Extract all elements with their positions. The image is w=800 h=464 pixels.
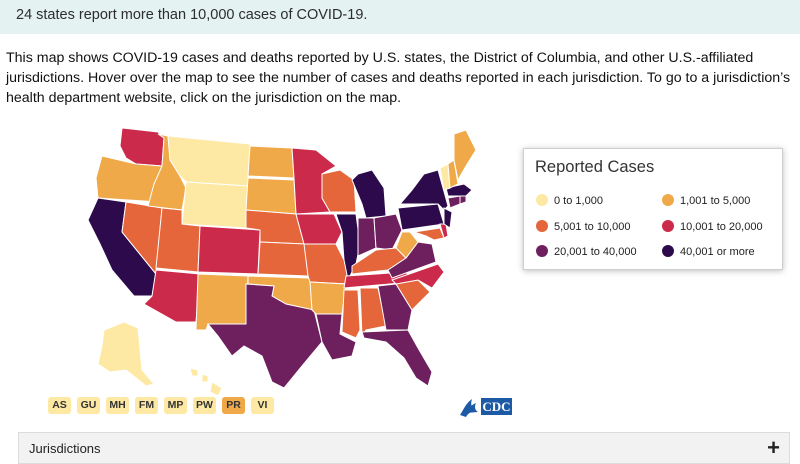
legend-item-5: 40,001 or more bbox=[662, 245, 755, 259]
legend-swatch-4 bbox=[536, 245, 548, 257]
summary-banner: 24 states report more than 10,000 cases … bbox=[0, 0, 800, 34]
legend-swatch-0 bbox=[536, 194, 548, 206]
state-ct[interactable] bbox=[447, 195, 461, 209]
legend-label-0: 0 to 1,000 bbox=[554, 195, 603, 207]
state-tx[interactable] bbox=[206, 283, 323, 389]
territory-gu[interactable]: GU bbox=[77, 397, 100, 414]
state-wi[interactable] bbox=[321, 169, 357, 213]
territory-vi[interactable]: VI bbox=[251, 397, 274, 414]
legend-swatch-1 bbox=[662, 194, 674, 206]
legend-label-4: 20,001 to 40,000 bbox=[554, 246, 637, 258]
legend-item-0: 0 to 1,000 bbox=[536, 194, 603, 208]
state-in[interactable] bbox=[357, 217, 377, 257]
territory-mh[interactable]: MH bbox=[106, 397, 129, 414]
legend-label-2: 5,001 to 10,000 bbox=[554, 221, 631, 233]
state-wa[interactable] bbox=[119, 127, 165, 167]
state-hi-3[interactable] bbox=[209, 381, 223, 397]
state-ks[interactable] bbox=[257, 241, 309, 277]
state-me[interactable] bbox=[453, 129, 477, 182]
state-co[interactable] bbox=[197, 225, 261, 275]
state-fl[interactable] bbox=[361, 329, 433, 387]
legend-item-4: 20,001 to 40,000 bbox=[536, 245, 637, 259]
territory-fm[interactable]: FM bbox=[135, 397, 158, 414]
territory-buttons: AS GU MH FM MP PW PR VI bbox=[48, 395, 280, 414]
state-nd[interactable] bbox=[247, 145, 295, 179]
us-cases-map[interactable] bbox=[40, 120, 510, 420]
legend-item-2: 5,001 to 10,000 bbox=[536, 220, 630, 234]
territory-mp[interactable]: MP bbox=[164, 397, 187, 414]
expand-plus-icon[interactable]: + bbox=[767, 435, 780, 460]
hhs-eagle-icon: CDC bbox=[460, 398, 512, 417]
state-ak[interactable] bbox=[97, 321, 155, 387]
hhs-cdc-logo: CDC bbox=[456, 393, 514, 419]
state-hi[interactable] bbox=[189, 367, 199, 377]
state-nc[interactable] bbox=[391, 263, 445, 289]
legend-swatch-2 bbox=[536, 220, 548, 232]
legend-item-3: 10,001 to 20,000 bbox=[662, 220, 763, 234]
legend-item-1: 1,001 to 5,000 bbox=[662, 194, 750, 208]
legend-label-3: 10,001 to 20,000 bbox=[680, 221, 763, 233]
state-hi-2[interactable] bbox=[201, 373, 209, 383]
state-ar[interactable] bbox=[309, 281, 347, 315]
state-wy[interactable] bbox=[181, 181, 249, 229]
cdc-logo-text: CDC bbox=[482, 399, 510, 414]
jurisdictions-accordion[interactable]: Jurisdictions + bbox=[18, 432, 790, 464]
state-ga[interactable] bbox=[377, 283, 413, 331]
summary-banner-text: 24 states report more than 10,000 cases … bbox=[16, 7, 368, 23]
state-md[interactable] bbox=[413, 227, 445, 241]
state-oh[interactable] bbox=[373, 213, 403, 251]
territory-as[interactable]: AS bbox=[48, 397, 71, 414]
state-ms[interactable] bbox=[341, 289, 361, 339]
legend-label-1: 1,001 to 5,000 bbox=[680, 195, 751, 207]
state-nh[interactable] bbox=[447, 159, 459, 189]
legend-label-5: 40,001 or more bbox=[680, 246, 755, 258]
state-nj[interactable] bbox=[443, 207, 453, 229]
state-ia[interactable] bbox=[295, 213, 343, 245]
state-al[interactable] bbox=[359, 287, 387, 338]
accordion-label: Jurisdictions bbox=[29, 441, 101, 456]
legend-swatch-5 bbox=[662, 245, 674, 257]
legend-swatch-3 bbox=[662, 220, 674, 232]
map-legend: Reported Cases 0 to 1,000 1,001 to 5,000… bbox=[523, 148, 783, 270]
map-description: This map shows COVID-19 cases and deaths… bbox=[6, 50, 791, 106]
state-sd[interactable] bbox=[245, 177, 297, 215]
state-ny[interactable] bbox=[398, 169, 449, 211]
territory-pr[interactable]: PR bbox=[222, 397, 245, 414]
state-pa[interactable] bbox=[397, 203, 445, 231]
state-wv[interactable] bbox=[395, 231, 419, 259]
state-ri[interactable] bbox=[459, 195, 467, 205]
us-map-svg[interactable] bbox=[40, 120, 510, 420]
territory-pw[interactable]: PW bbox=[193, 397, 216, 414]
state-mi[interactable] bbox=[351, 169, 387, 219]
state-la[interactable] bbox=[315, 313, 357, 361]
state-nm[interactable] bbox=[195, 273, 249, 331]
legend-title: Reported Cases bbox=[535, 158, 655, 176]
